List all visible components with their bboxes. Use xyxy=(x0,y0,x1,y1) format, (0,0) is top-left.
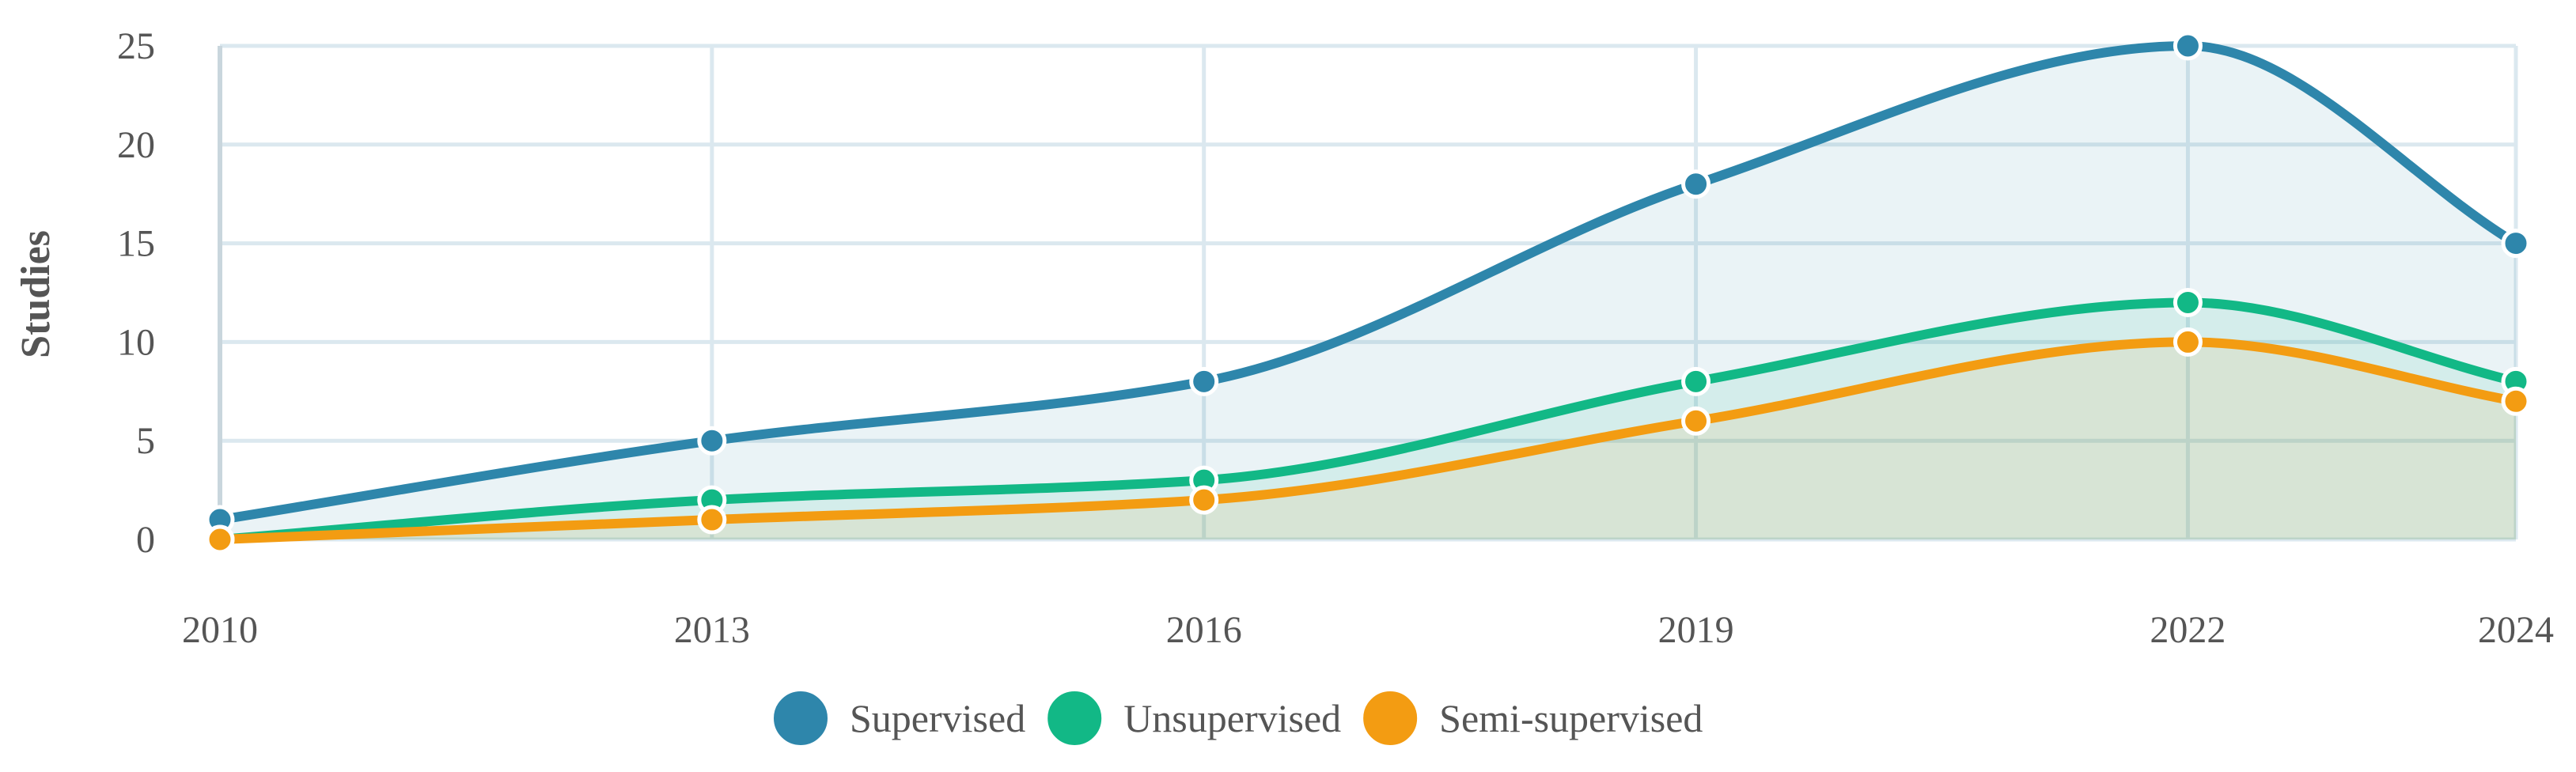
grid xyxy=(218,44,2518,542)
legend-swatch-supervised[interactable] xyxy=(771,688,831,748)
y-tick-label: 15 xyxy=(117,223,155,265)
tick-labels: 0 5 10 15 20 25 2010 2013 2016 2019 2022 2024 xyxy=(117,25,2554,651)
semi-supervised-point[interactable] xyxy=(205,524,235,554)
x-tick-label: 2022 xyxy=(2150,609,2226,651)
supervised-point[interactable] xyxy=(1189,366,1219,396)
semi-supervised-point[interactable] xyxy=(2501,386,2531,416)
semi-supervised-point[interactable] xyxy=(697,505,727,535)
legend-label-unsupervised[interactable]: Unsupervised xyxy=(1123,696,1341,740)
supervised-point[interactable] xyxy=(2173,31,2203,61)
semi-supervised-area xyxy=(220,342,2516,539)
legend-label-supervised[interactable]: Supervised xyxy=(850,696,1025,740)
unsupervised-point[interactable] xyxy=(1681,366,1711,396)
y-tick-label: 25 xyxy=(117,25,155,67)
semi-supervised-point[interactable] xyxy=(2173,327,2203,357)
supervised-area xyxy=(220,46,2516,539)
x-tick-label: 2019 xyxy=(1658,609,1734,651)
legend-label-semi-supervised[interactable]: Semi-supervised xyxy=(1439,696,1703,740)
data-points xyxy=(205,31,2531,554)
area-fills xyxy=(220,46,2516,539)
x-tick-label: 2013 xyxy=(674,609,750,651)
legend: Supervised Unsupervised Semi-supervised xyxy=(771,688,1703,748)
x-tick-label: 2010 xyxy=(182,609,258,651)
legend-swatch-unsupervised[interactable] xyxy=(1044,688,1105,748)
unsupervised-point[interactable] xyxy=(2173,287,2203,317)
y-tick-label: 10 xyxy=(117,321,155,363)
unsupervised-area xyxy=(220,302,2516,539)
y-tick-label: 0 xyxy=(136,519,155,561)
x-tick-label: 2024 xyxy=(2478,609,2554,651)
y-axis-title: Studies xyxy=(13,230,59,358)
supervised-point[interactable] xyxy=(1681,169,1711,199)
x-tick-label: 2016 xyxy=(1166,609,1242,651)
supervised-point[interactable] xyxy=(2501,229,2531,259)
semi-supervised-point[interactable] xyxy=(1189,485,1219,515)
y-tick-label: 20 xyxy=(117,124,155,166)
legend-swatch-semi-supervised[interactable] xyxy=(1360,688,1421,748)
supervised-point[interactable] xyxy=(697,426,727,456)
semi-supervised-point[interactable] xyxy=(1681,406,1711,436)
y-tick-label: 5 xyxy=(136,420,155,462)
